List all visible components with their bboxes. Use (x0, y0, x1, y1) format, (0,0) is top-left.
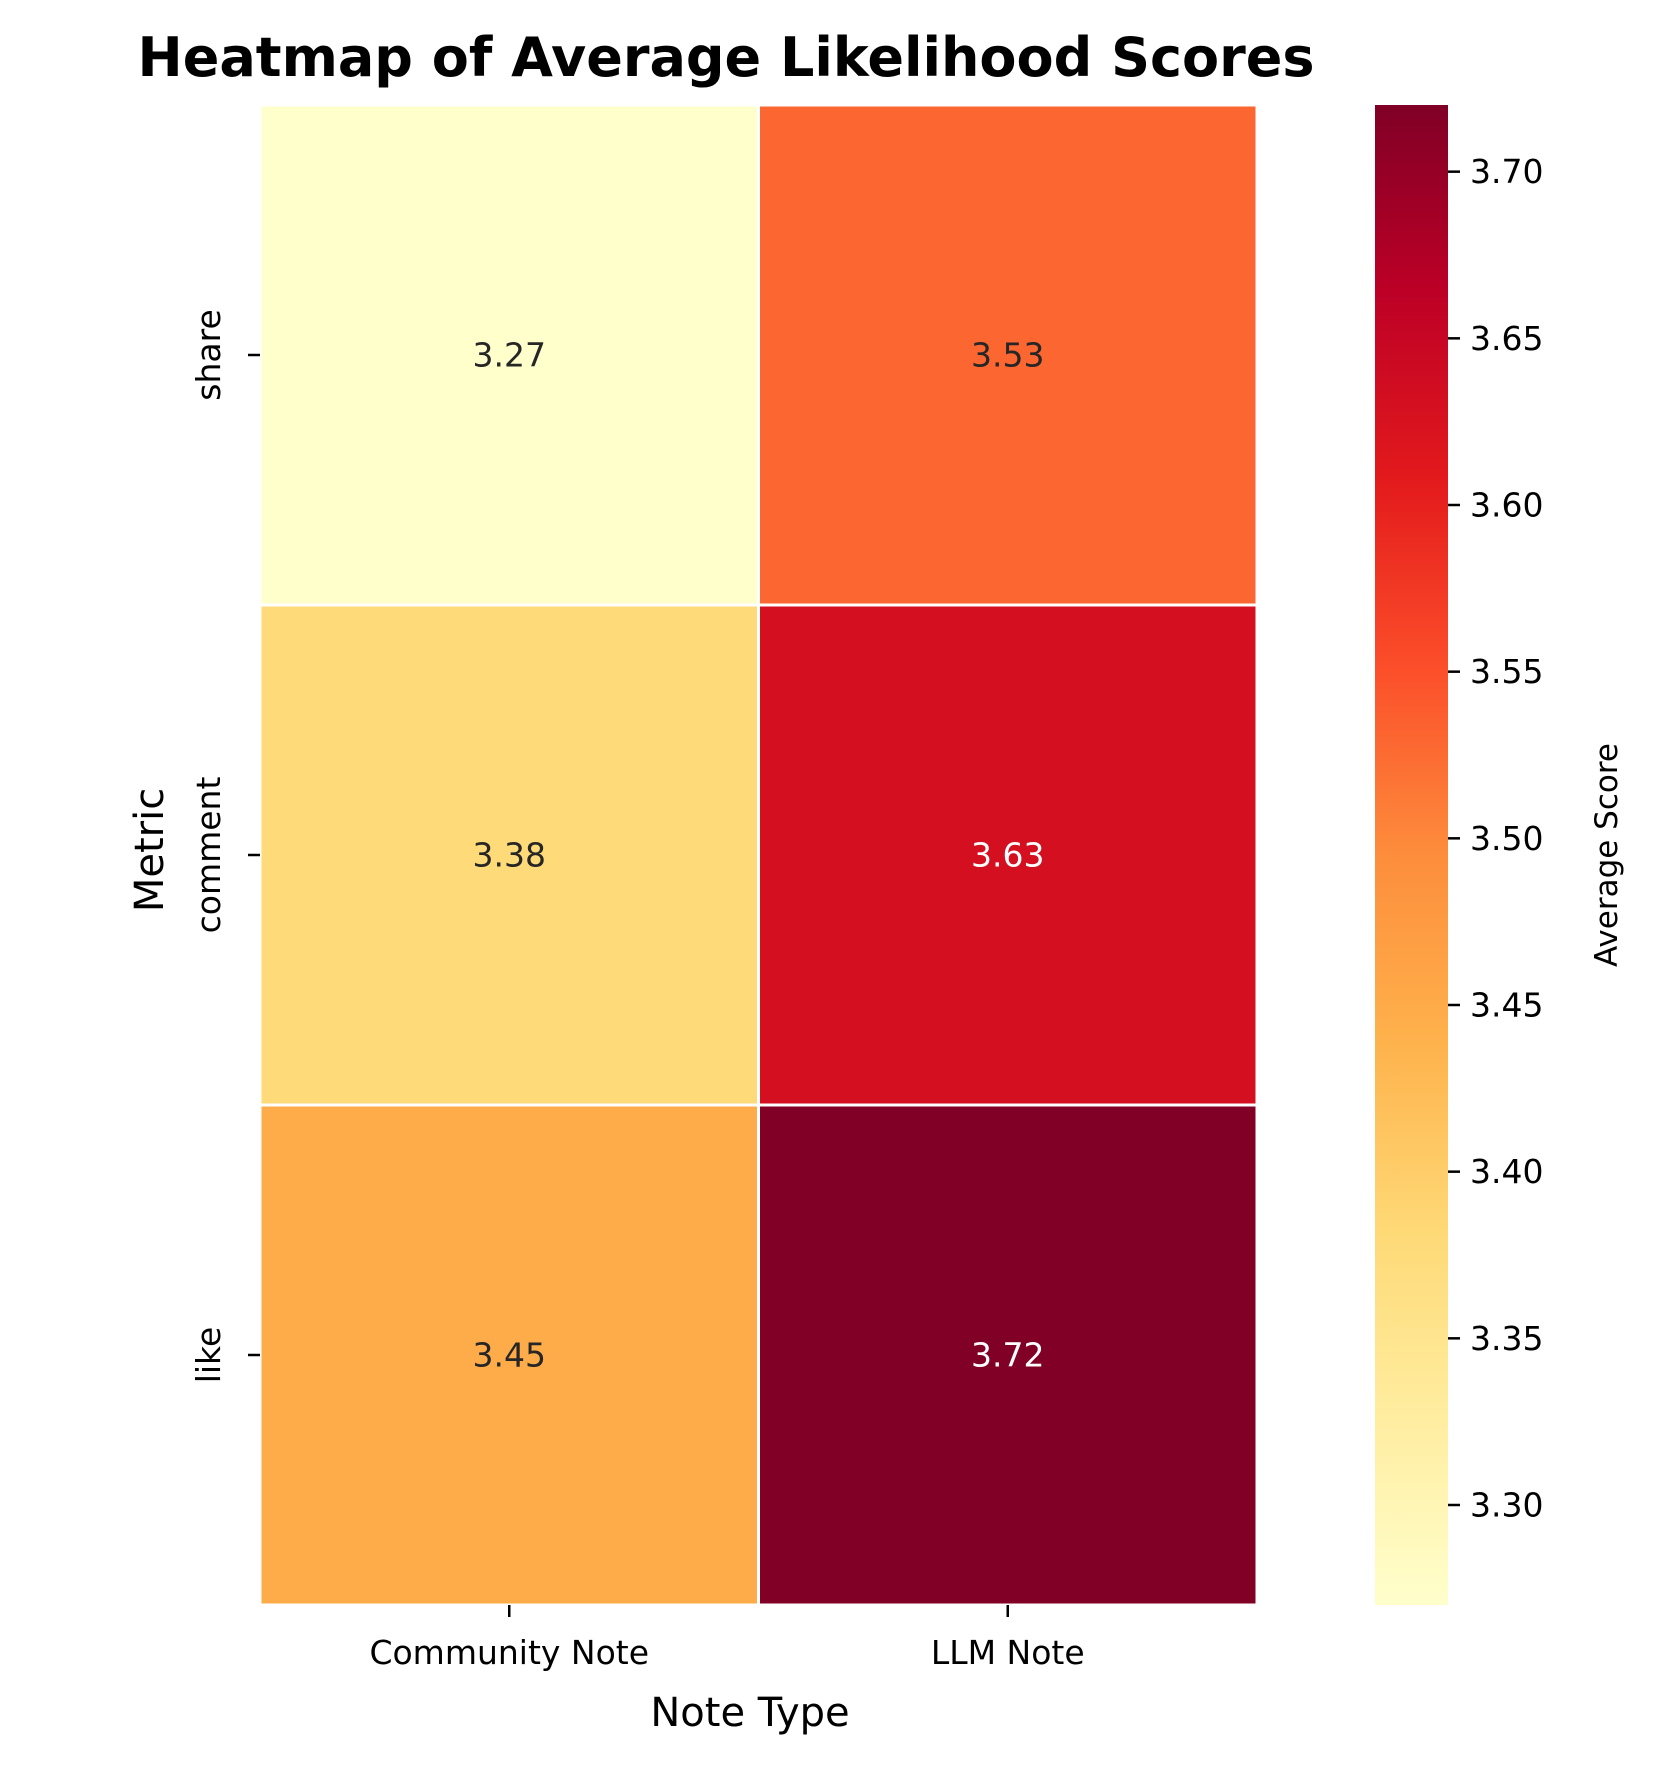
colorbar-label: Average Score (1589, 743, 1625, 967)
heatmap-cell-share-0 (258, 103, 760, 607)
colorbar-tick-label: 3.60 (1470, 486, 1543, 525)
colorbar-tick-label: 3.50 (1470, 819, 1543, 858)
cell-annotations: 3.27 3.53 3.38 3.63 3.45 3.72 (473, 336, 1045, 1375)
y-tick-label-like: like (189, 1327, 228, 1384)
colorbar-tick-label: 3.65 (1470, 319, 1543, 358)
cell-value-label-share-0: 3.27 (473, 336, 546, 375)
colorbar (1375, 105, 1448, 1605)
colorbar-tick-label: 3.35 (1470, 1319, 1543, 1358)
heatmap-cell-comment-1 (757, 603, 1259, 1107)
cell-value-label-share-1: 3.53 (971, 336, 1044, 375)
y-tick-label-comment: comment (189, 777, 228, 934)
y-axis-label: Metric (127, 788, 173, 912)
heatmap-cells (258, 103, 1259, 1607)
x-tick-label-0: Community Note (369, 1633, 649, 1672)
x-tick-label-1: LLM Note (931, 1633, 1085, 1672)
cell-value-label-like-1: 3.72 (971, 1336, 1044, 1375)
colorbar-tick-label: 3.70 (1470, 152, 1543, 191)
cell-value-label-like-0: 3.45 (473, 1336, 546, 1375)
heatmap-cell-like-1 (757, 1103, 1259, 1607)
colorbar-tick-label: 3.40 (1470, 1152, 1543, 1191)
colorbar-tick-label: 3.45 (1470, 986, 1543, 1025)
cell-value-label-comment-0: 3.38 (473, 836, 546, 875)
heatmap-cell-share-1 (757, 103, 1259, 607)
heatmap-cell-comment-0 (258, 603, 760, 1107)
y-axis-ticks: share comment like (189, 309, 260, 1383)
heatmap-cell-like-0 (258, 1103, 760, 1607)
y-tick-label-share: share (189, 309, 228, 400)
cell-value-label-comment-1: 3.63 (971, 836, 1044, 875)
x-axis-ticks: Community Note LLM Note (369, 1605, 1085, 1672)
x-axis-label: Note Type (650, 1690, 849, 1736)
colorbar-tick-label: 3.30 (1470, 1486, 1543, 1525)
colorbar-ticks: 3.30 3.35 3.40 3.45 3.50 3.55 3.60 3.65 3.70 (1448, 152, 1543, 1525)
chart-title: Heatmap of Average Likelihood Scores (138, 26, 1315, 89)
colorbar-tick-label: 3.55 (1470, 652, 1543, 691)
